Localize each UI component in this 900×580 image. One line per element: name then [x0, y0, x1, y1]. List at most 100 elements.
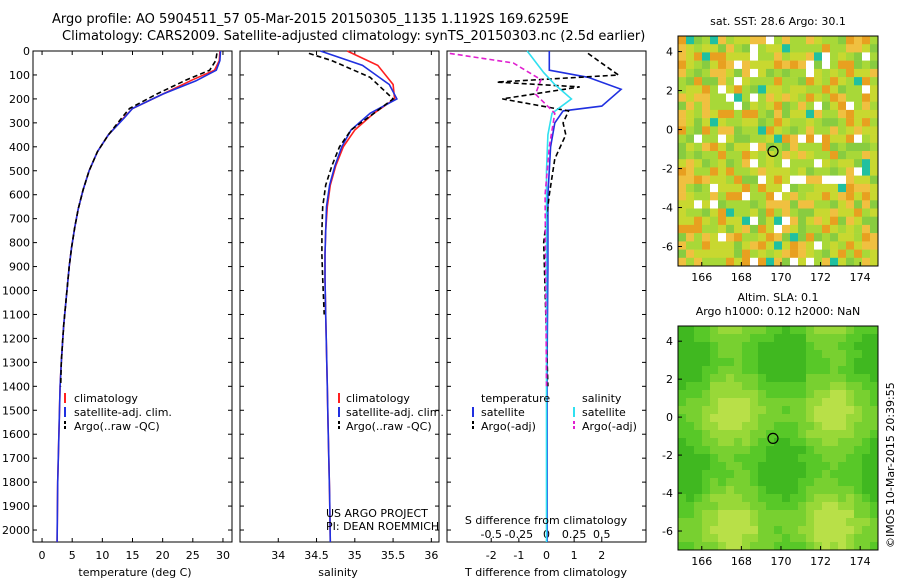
map-cell: [726, 326, 735, 335]
map-cell: [702, 446, 711, 455]
map-cell: [702, 167, 711, 176]
map-cell: [854, 430, 863, 439]
map-cell: [830, 134, 839, 144]
map-cell: [734, 200, 743, 209]
map-y-tick-label: 0: [666, 411, 673, 424]
map-cell: [814, 382, 823, 391]
map-cell: [806, 52, 815, 61]
map-cell: [702, 77, 711, 86]
map-cell: [822, 398, 831, 407]
map-cell: [846, 334, 855, 343]
map-cell: [750, 494, 759, 503]
map-cell: [742, 192, 751, 201]
map-cell: [830, 502, 839, 511]
map-cell: [790, 502, 799, 511]
map-cell: [870, 126, 879, 135]
map-cell: [814, 126, 823, 135]
map-cell: [838, 454, 847, 463]
map-cell: [758, 534, 767, 543]
legend-satellite: satellite-adj. clim.: [74, 406, 172, 419]
map-cell: [678, 249, 687, 259]
map-cell: [806, 342, 815, 351]
map-cell: [726, 446, 735, 455]
map-cell: [774, 101, 783, 111]
map-cell: [806, 494, 815, 503]
map-cell: [862, 175, 871, 185]
map-cell: [774, 382, 783, 391]
map-cell: [814, 462, 823, 471]
map-cell: [774, 109, 783, 119]
map-cell: [798, 101, 807, 111]
map-cell: [702, 257, 711, 267]
map-cell: [702, 36, 711, 45]
map-cell: [830, 542, 839, 551]
map-cell: [718, 36, 727, 45]
map-cell: [806, 510, 815, 519]
map-cell: [758, 470, 767, 479]
map-cell: [790, 414, 799, 423]
map-cell: [862, 358, 871, 367]
map-cell: [734, 118, 743, 127]
map-cell: [750, 241, 759, 250]
map-cell: [758, 216, 767, 226]
map-x-tick-label: 174: [850, 271, 871, 284]
map-cell: [694, 358, 703, 367]
map-cell: [694, 446, 703, 455]
map-cell: [806, 93, 815, 102]
map-cell: [702, 126, 711, 135]
map-cell: [782, 249, 791, 259]
map-cell: [710, 151, 719, 160]
map-cell: [790, 216, 799, 226]
map-cell: [862, 398, 871, 407]
map-cell: [774, 60, 783, 70]
map-cell: [790, 68, 799, 78]
map-cell: [774, 142, 783, 152]
map-cell: [726, 494, 735, 503]
map-cell: [750, 542, 759, 551]
map-cell: [726, 510, 735, 519]
map-cell: [790, 454, 799, 463]
map-cell: [686, 414, 695, 423]
map-cell: [806, 526, 815, 535]
map-cell: [862, 534, 871, 543]
map-cell: [734, 249, 743, 259]
map-cell: [678, 142, 687, 152]
map-cell: [686, 374, 695, 383]
map-cell: [798, 60, 807, 70]
map-cell: [774, 36, 783, 45]
map-cell: [862, 36, 871, 45]
map-cell: [822, 382, 831, 391]
map-cell: [838, 257, 847, 267]
map-cell: [678, 462, 687, 471]
map-cell: [758, 510, 767, 519]
map-cell: [710, 414, 719, 423]
map-cell: [742, 534, 751, 543]
map-cell: [758, 438, 767, 447]
map-cell: [710, 233, 719, 242]
map-cell: [854, 167, 863, 176]
salinity-axes-box: [239, 50, 440, 543]
map-cell: [758, 109, 767, 119]
map-cell: [750, 175, 759, 185]
map-cell: [854, 542, 863, 551]
map-cell: [742, 109, 751, 119]
map-cell: [758, 183, 767, 193]
map-cell: [790, 233, 799, 242]
map-cell: [870, 350, 879, 359]
map-cell: [678, 224, 687, 234]
map-cell: [718, 257, 727, 267]
map-cell: [854, 175, 863, 185]
map-cell: [694, 390, 703, 399]
map-cell: [846, 398, 855, 407]
map-cell: [766, 462, 775, 471]
map-cell: [822, 462, 831, 471]
map-cell: [766, 85, 775, 94]
y-tick-label: 1200: [2, 332, 30, 345]
map-x-tick-label: 166: [691, 555, 712, 568]
map-cell: [806, 44, 815, 53]
map-cell: [870, 358, 879, 367]
map-cell: [846, 510, 855, 519]
map-cell: [798, 446, 807, 455]
map-cell: [774, 414, 783, 423]
map-cell: [678, 44, 687, 53]
